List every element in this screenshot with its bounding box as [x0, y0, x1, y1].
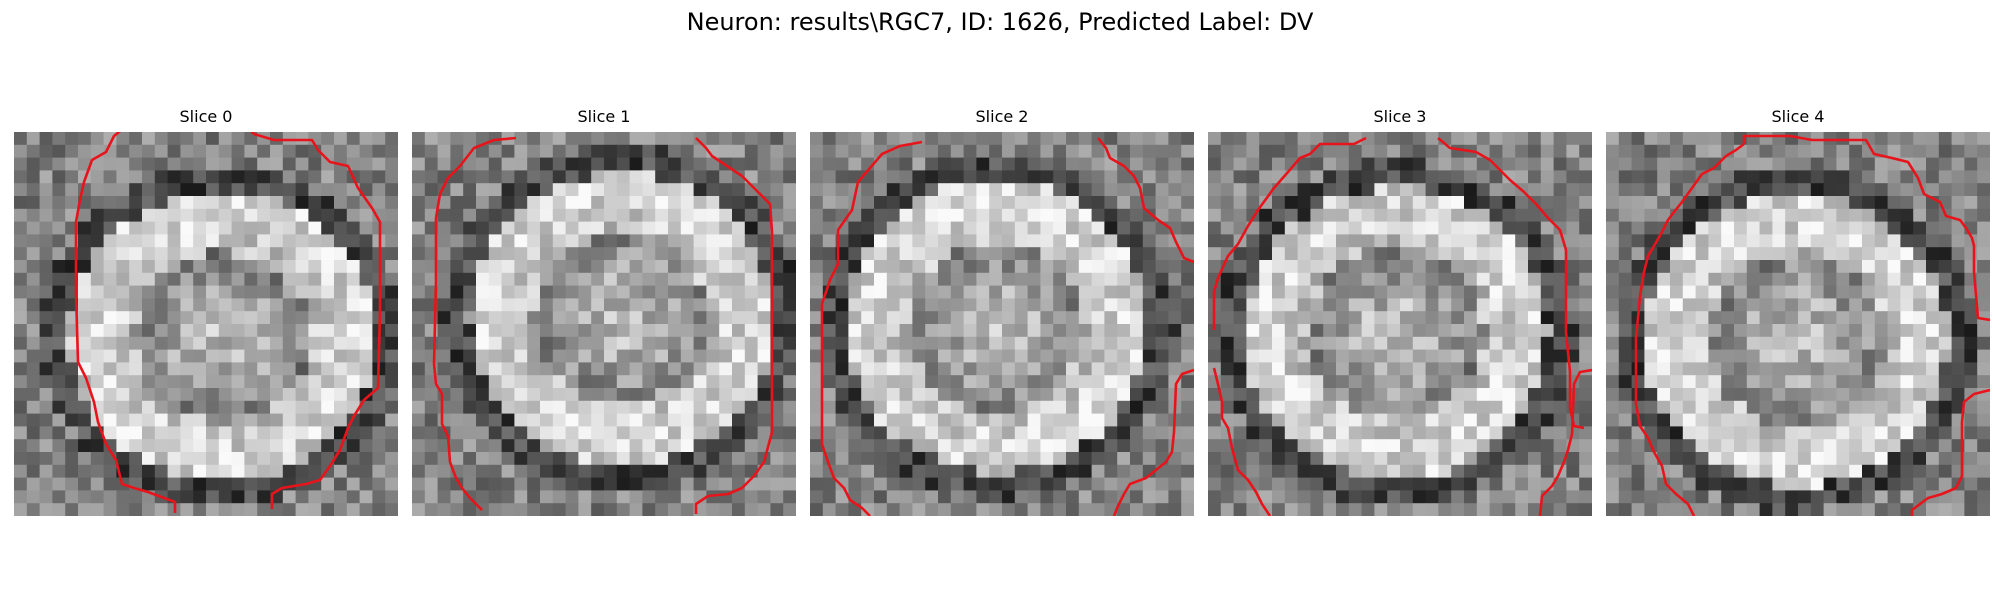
cell-outline-segment — [1112, 368, 1194, 516]
cell-outline-segment — [1437, 137, 1585, 430]
cell-outline-segment — [1910, 388, 1990, 516]
cell-outline-segment — [250, 132, 382, 509]
cell-outline-segment — [432, 136, 517, 511]
slice-panel-1: Slice 1 — [412, 106, 796, 516]
slice-image — [1208, 132, 1592, 516]
slice-title: Slice 0 — [179, 107, 233, 126]
slice-title: Slice 4 — [1771, 107, 1825, 126]
slice-panel-0: Slice 0 — [14, 106, 398, 516]
slice-image — [412, 132, 796, 516]
cell-outline-segment — [1096, 137, 1194, 264]
cell-outline-segment — [1742, 134, 1990, 322]
slice-panel-4: Slice 4 — [1606, 106, 1990, 516]
cell-outline-segment — [820, 140, 923, 516]
slice-panel-2: Slice 2 — [810, 106, 1194, 516]
slice-image — [810, 132, 1194, 516]
slice-title: Slice 1 — [577, 107, 631, 126]
cell-outline-segment — [1538, 368, 1592, 516]
slice-title: Slice 2 — [975, 107, 1029, 126]
slice-image — [14, 132, 398, 516]
cell-outline-segment — [1634, 142, 1745, 516]
slice-image — [1606, 132, 1990, 516]
slice-title: Slice 3 — [1373, 107, 1427, 126]
cell-outline-segment — [1212, 136, 1367, 330]
cell-outline-segment — [694, 137, 774, 514]
figure-title: Neuron: results\RGC7, ID: 1626, Predicte… — [686, 8, 1314, 36]
slice-panel-3: Slice 3 — [1208, 106, 1592, 516]
cell-outline-segment — [1212, 367, 1272, 516]
cell-outline-segment — [74, 132, 177, 513]
